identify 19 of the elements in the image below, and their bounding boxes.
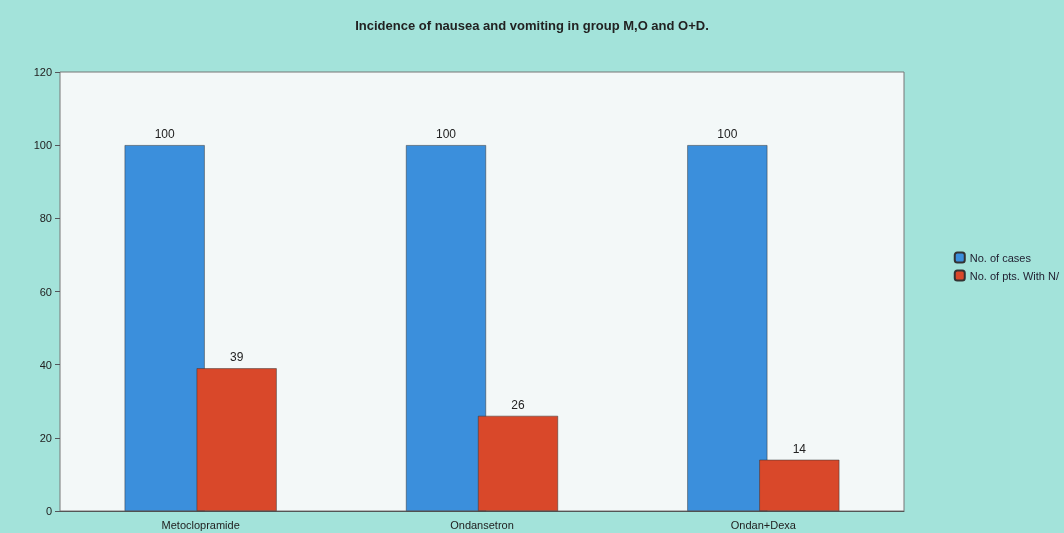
data-label: 14 — [792, 441, 807, 456]
x-tick-label: Metoclopramide — [161, 518, 240, 531]
data-label: 26 — [511, 397, 525, 412]
y-tick-label: 0 — [45, 505, 52, 517]
x-tick-label: Ondansetron — [450, 518, 514, 531]
y-tick-label: 40 — [39, 358, 52, 371]
data-label: 100 — [154, 127, 175, 142]
y-tick-label: 80 — [39, 212, 52, 225]
legend-label: No. of pts. With N/ — [969, 269, 1060, 282]
data-label: 100 — [717, 127, 738, 142]
y-tick-label: 20 — [39, 431, 52, 444]
data-label: 100 — [435, 127, 457, 142]
legend-label: No. of cases — [969, 251, 1032, 264]
x-tick-label: Ondan+Dexa — [730, 518, 797, 531]
y-tick-label: 120 — [33, 66, 52, 78]
y-tick-label: 100 — [33, 139, 52, 152]
y-tick-label: 60 — [39, 285, 52, 298]
chart-title: Incidence of nausea and vomiting in group M,O and O+D. — [355, 18, 709, 33]
data-label: 39 — [229, 350, 244, 365]
